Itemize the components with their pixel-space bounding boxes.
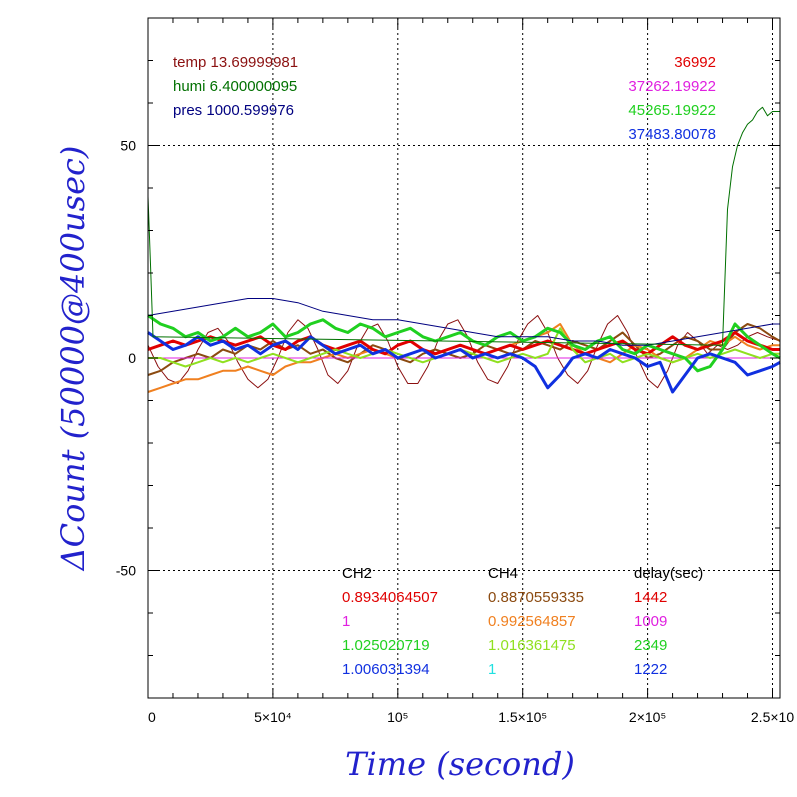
- annotation-text: 45265.19922: [628, 102, 716, 119]
- series-line: [148, 327, 780, 368]
- y-tick-label: 50: [120, 138, 136, 154]
- x-tick-label: 5×10⁴: [254, 709, 292, 725]
- annotation-text: 1: [342, 613, 350, 630]
- annotation-text: 0.992564857: [488, 613, 576, 630]
- series-layer: [147, 106, 781, 394]
- x-tick-label: 10⁵: [387, 709, 408, 725]
- annotation-text: 1.016361475: [488, 637, 576, 654]
- series-line: [147, 298, 780, 346]
- annotation-text: 0.8870559335: [488, 589, 584, 606]
- annotation-text: 37262.19922: [628, 78, 716, 95]
- y-tick-label: -50: [116, 563, 136, 579]
- annotation-text: 0.8934064507: [342, 589, 438, 606]
- x-tick-label: 1.5×10⁵: [498, 709, 547, 725]
- annotation-text: 1222: [634, 661, 667, 678]
- annotations: temp 13.69999981 humi 6.400000095 pres 100…: [173, 54, 716, 678]
- series-line: [147, 106, 780, 346]
- x-tick-label: 2×10⁵: [629, 709, 666, 725]
- annotation-text: 1.006031394: [342, 661, 430, 678]
- series-line: [147, 314, 781, 373]
- y-tick-label: 0: [128, 350, 136, 366]
- annotation-text: 1: [488, 661, 496, 678]
- y-axis-title: ΔCount (50000@400usec): [54, 146, 92, 573]
- annotation-text: 1009: [634, 613, 667, 630]
- series-line: [147, 331, 780, 356]
- annotation-text: 37483.80078: [628, 126, 716, 143]
- annotation-text: pres 1000.599976: [173, 102, 294, 119]
- annotation-text: delay(sec): [634, 565, 703, 582]
- annotation-text: CH2: [342, 565, 372, 582]
- annotation-text: 36992: [674, 54, 716, 71]
- annotation-text: CH4: [488, 565, 518, 582]
- annotation-text: 1.025020719: [342, 637, 430, 654]
- tick-labels: 0 5×10⁴ 10⁵ 1.5×10⁵ 2×10⁵ 2.5×10 50 0 -50: [116, 138, 795, 726]
- annotation-text: 1442: [634, 589, 667, 606]
- series-line: [147, 331, 781, 394]
- annotation-text: humi 6.400000095: [173, 78, 297, 95]
- x-tick-label: 2.5×10: [751, 709, 794, 725]
- axis-ticks: [147, 17, 780, 699]
- annotation-text: temp 13.69999981: [173, 54, 298, 71]
- x-axis-title: Time (second): [345, 745, 575, 783]
- x-tick-label: 0: [148, 709, 156, 725]
- annotation-text: 2349: [634, 637, 667, 654]
